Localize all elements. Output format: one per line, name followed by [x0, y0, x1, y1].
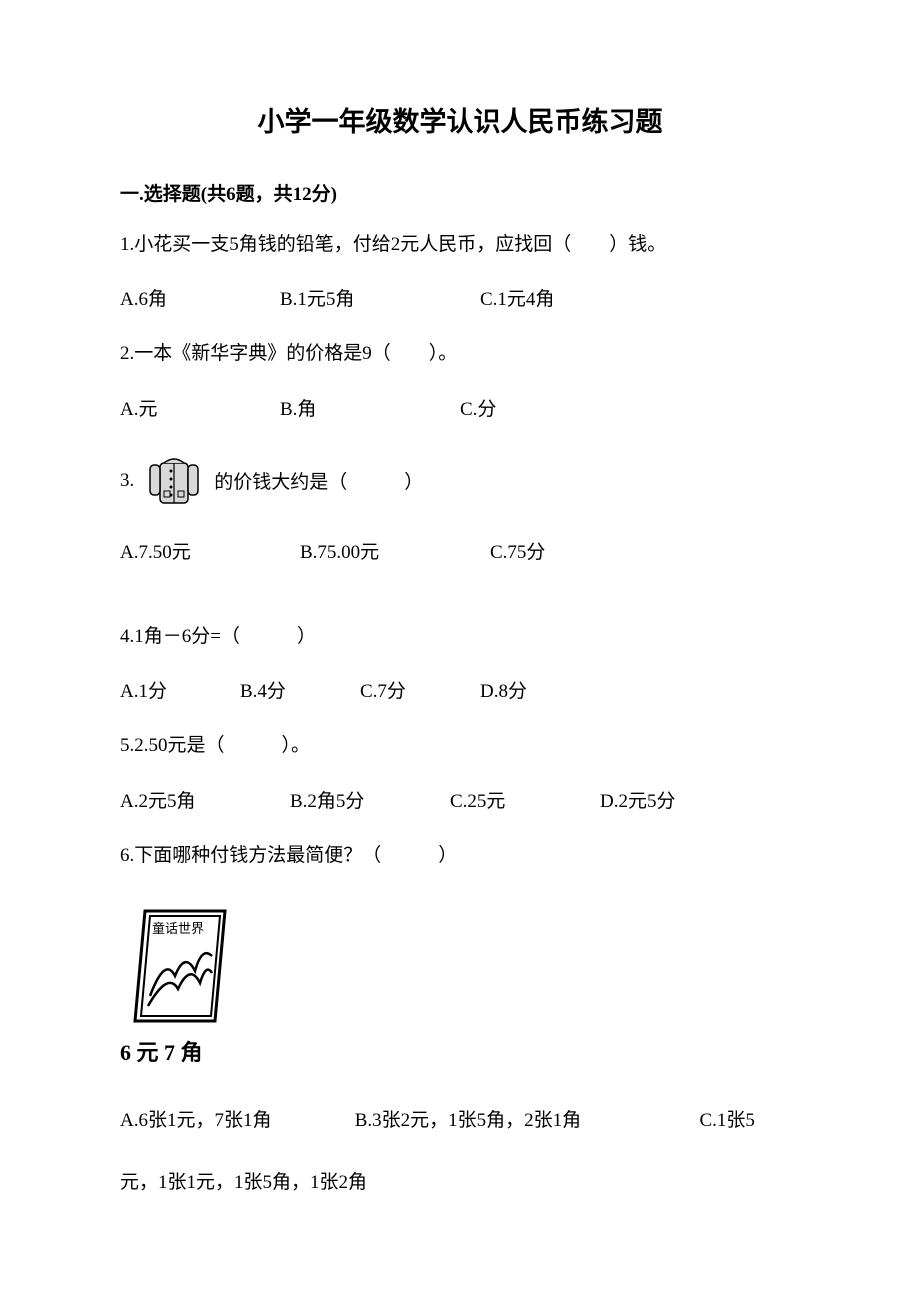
book-price: 6 元 7 角: [120, 1035, 800, 1067]
option-2c: C.分: [460, 394, 496, 421]
question-2-options: A.元 B.角 C.分: [120, 394, 800, 421]
option-1b: B.1元5角: [280, 284, 480, 311]
option-4b: B.4分: [240, 676, 360, 703]
option-1a: A.6角: [120, 284, 280, 311]
option-6c-suffix: 元，1张1元，1张5角，1张2角: [120, 1172, 367, 1193]
book-icon: 童话世界: [120, 901, 240, 1031]
question-3-suffix: 的价钱大约是（ ）: [214, 467, 423, 494]
question-6-options-line1: A.6张1元，7张1角 B.3张2元，1张5角，2张1角 C.1张5: [120, 1097, 800, 1145]
question-4: 4.1角－6分=（ ）: [120, 622, 800, 652]
option-6b: B.3张2元，1张5角，2张1角: [355, 1097, 695, 1145]
option-4a: A.1分: [120, 676, 240, 703]
option-4d: D.8分: [480, 676, 527, 703]
option-6a: A.6张1元，7张1角: [120, 1097, 350, 1145]
question-1-options: A.6角 B.1元5角 C.1元4角: [120, 284, 800, 311]
option-3c: C.75分: [490, 537, 545, 564]
question-2: 2.一本《新华字典》的价格是9（ ）。: [120, 339, 800, 369]
option-5a: A.2元5角: [120, 786, 290, 813]
question-3: 3. 的价钱大约是（ ）: [120, 449, 800, 513]
question-1: 1.小花买一支5角钱的铅笔，付给2元人民币，应找回（ ）钱。: [120, 230, 800, 260]
option-1c: C.1元4角: [480, 284, 554, 311]
question-5-options: A.2元5角 B.2角5分 C.25元 D.2元5分: [120, 786, 800, 813]
book-figure: 童话世界 6 元 7 角: [120, 901, 800, 1067]
question-6: 6.下面哪种付钱方法最简便？（ ）: [120, 841, 800, 871]
question-3-prefix: 3.: [120, 470, 134, 492]
option-3b: B.75.00元: [300, 537, 490, 564]
section-header: 一.选择题(共6题，共12分): [120, 179, 800, 206]
option-4c: C.7分: [360, 676, 480, 703]
option-5b: B.2角5分: [290, 786, 450, 813]
option-5c: C.25元: [450, 786, 600, 813]
page-title: 小学一年级数学认识人民币练习题: [120, 100, 800, 139]
book-label-svg: 童话世界: [152, 921, 204, 936]
question-4-options: A.1分 B.4分 C.7分 D.8分: [120, 676, 800, 703]
question-5: 5.2.50元是（ ）。: [120, 731, 800, 761]
option-3a: A.7.50元: [120, 537, 300, 564]
option-5d: D.2元5分: [600, 786, 675, 813]
option-2b: B.角: [280, 394, 460, 421]
question-3-options: A.7.50元 B.75.00元 C.75分: [120, 537, 800, 564]
option-6c-prefix: C.1张5: [700, 1097, 755, 1145]
question-6-options-line2: 元，1张1元，1张5角，1张2角: [120, 1168, 800, 1198]
option-2a: A.元: [120, 394, 280, 421]
jacket-icon: [142, 449, 206, 513]
